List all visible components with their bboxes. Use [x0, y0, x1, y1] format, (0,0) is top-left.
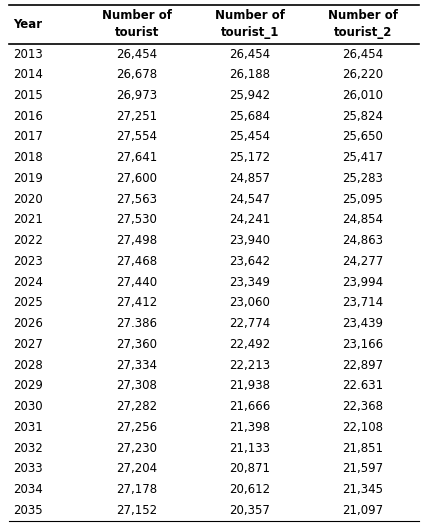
Text: 26,188: 26,188	[229, 68, 270, 81]
Text: 25,684: 25,684	[229, 110, 270, 123]
Text: 21,938: 21,938	[229, 379, 270, 392]
Text: 25,172: 25,172	[229, 151, 270, 164]
Text: 26,010: 26,010	[342, 89, 383, 102]
Text: 2020: 2020	[13, 193, 43, 206]
Text: 26,454: 26,454	[342, 47, 383, 60]
Text: 22,213: 22,213	[229, 359, 270, 372]
Text: 25,942: 25,942	[229, 89, 270, 102]
Text: 27,230: 27,230	[116, 442, 158, 454]
Text: 23,714: 23,714	[342, 297, 383, 309]
Text: 2022: 2022	[13, 234, 43, 247]
Text: 27,334: 27,334	[116, 359, 158, 372]
Text: 27,360: 27,360	[116, 338, 158, 351]
Text: 2034: 2034	[13, 483, 43, 496]
Text: 23,349: 23,349	[229, 276, 270, 289]
Text: 21,345: 21,345	[342, 483, 383, 496]
Text: 27,554: 27,554	[116, 130, 158, 144]
Text: 2013: 2013	[13, 47, 43, 60]
Text: 23,940: 23,940	[229, 234, 270, 247]
Text: 23,439: 23,439	[342, 317, 383, 330]
Text: 23,060: 23,060	[229, 297, 270, 309]
Text: Year: Year	[13, 18, 42, 31]
Text: 2017: 2017	[13, 130, 43, 144]
Text: 25,095: 25,095	[342, 193, 383, 206]
Text: 21,133: 21,133	[229, 442, 270, 454]
Text: 2029: 2029	[13, 379, 43, 392]
Text: 2033: 2033	[13, 462, 42, 476]
Text: 27,178: 27,178	[116, 483, 158, 496]
Text: 2031: 2031	[13, 421, 43, 434]
Text: 22,897: 22,897	[342, 359, 383, 372]
Text: 27,563: 27,563	[116, 193, 158, 206]
Text: 2023: 2023	[13, 255, 43, 268]
Text: Number of
tourist: Number of tourist	[102, 9, 172, 39]
Text: 22,492: 22,492	[229, 338, 270, 351]
Text: 27,498: 27,498	[116, 234, 158, 247]
Text: 25,417: 25,417	[342, 151, 383, 164]
Text: 2035: 2035	[13, 504, 42, 517]
Text: 25,283: 25,283	[342, 172, 383, 185]
Text: 22,774: 22,774	[229, 317, 270, 330]
Text: Number of
tourist_2: Number of tourist_2	[328, 9, 398, 39]
Text: 27,152: 27,152	[116, 504, 158, 517]
Text: 21,097: 21,097	[342, 504, 383, 517]
Text: 21,666: 21,666	[229, 400, 270, 413]
Text: 2021: 2021	[13, 214, 43, 227]
Text: 25,454: 25,454	[229, 130, 270, 144]
Text: 2025: 2025	[13, 297, 43, 309]
Text: 26,678: 26,678	[116, 68, 158, 81]
Text: 27,641: 27,641	[116, 151, 158, 164]
Text: 27,530: 27,530	[116, 214, 158, 227]
Text: 23,994: 23,994	[342, 276, 383, 289]
Text: 27,412: 27,412	[116, 297, 158, 309]
Text: 24,277: 24,277	[342, 255, 383, 268]
Text: 2018: 2018	[13, 151, 43, 164]
Text: 22,368: 22,368	[342, 400, 383, 413]
Text: 2019: 2019	[13, 172, 43, 185]
Text: 23,166: 23,166	[342, 338, 383, 351]
Text: 21,597: 21,597	[342, 462, 383, 476]
Text: 24,547: 24,547	[229, 193, 270, 206]
Text: 20,357: 20,357	[229, 504, 270, 517]
Text: 26,973: 26,973	[116, 89, 158, 102]
Text: 2016: 2016	[13, 110, 43, 123]
Text: 27,282: 27,282	[116, 400, 158, 413]
Text: 27,600: 27,600	[116, 172, 158, 185]
Text: 26,454: 26,454	[116, 47, 158, 60]
Text: 21,398: 21,398	[229, 421, 270, 434]
Text: 2015: 2015	[13, 89, 43, 102]
Text: 27,204: 27,204	[116, 462, 158, 476]
Text: 27.386: 27.386	[116, 317, 158, 330]
Text: 2028: 2028	[13, 359, 43, 372]
Text: 27,251: 27,251	[116, 110, 158, 123]
Text: 2026: 2026	[13, 317, 43, 330]
Text: 22.631: 22.631	[342, 379, 383, 392]
Text: 20,612: 20,612	[229, 483, 270, 496]
Text: 24,863: 24,863	[342, 234, 383, 247]
Text: 20,871: 20,871	[229, 462, 270, 476]
Text: 27,468: 27,468	[116, 255, 158, 268]
Text: 24,857: 24,857	[229, 172, 270, 185]
Text: 2032: 2032	[13, 442, 43, 454]
Text: 23,642: 23,642	[229, 255, 270, 268]
Text: 26,220: 26,220	[342, 68, 383, 81]
Text: 25,650: 25,650	[342, 130, 383, 144]
Text: 26,454: 26,454	[229, 47, 270, 60]
Text: Number of
tourist_1: Number of tourist_1	[215, 9, 285, 39]
Text: 2024: 2024	[13, 276, 43, 289]
Text: 24,854: 24,854	[342, 214, 383, 227]
Text: 27,256: 27,256	[116, 421, 158, 434]
Text: 2027: 2027	[13, 338, 43, 351]
Text: 24,241: 24,241	[229, 214, 270, 227]
Text: 22,108: 22,108	[342, 421, 383, 434]
Text: 21,851: 21,851	[342, 442, 383, 454]
Text: 2030: 2030	[13, 400, 42, 413]
Text: 27,440: 27,440	[116, 276, 158, 289]
Text: 25,824: 25,824	[342, 110, 383, 123]
Text: 27,308: 27,308	[116, 379, 158, 392]
Text: 2014: 2014	[13, 68, 43, 81]
